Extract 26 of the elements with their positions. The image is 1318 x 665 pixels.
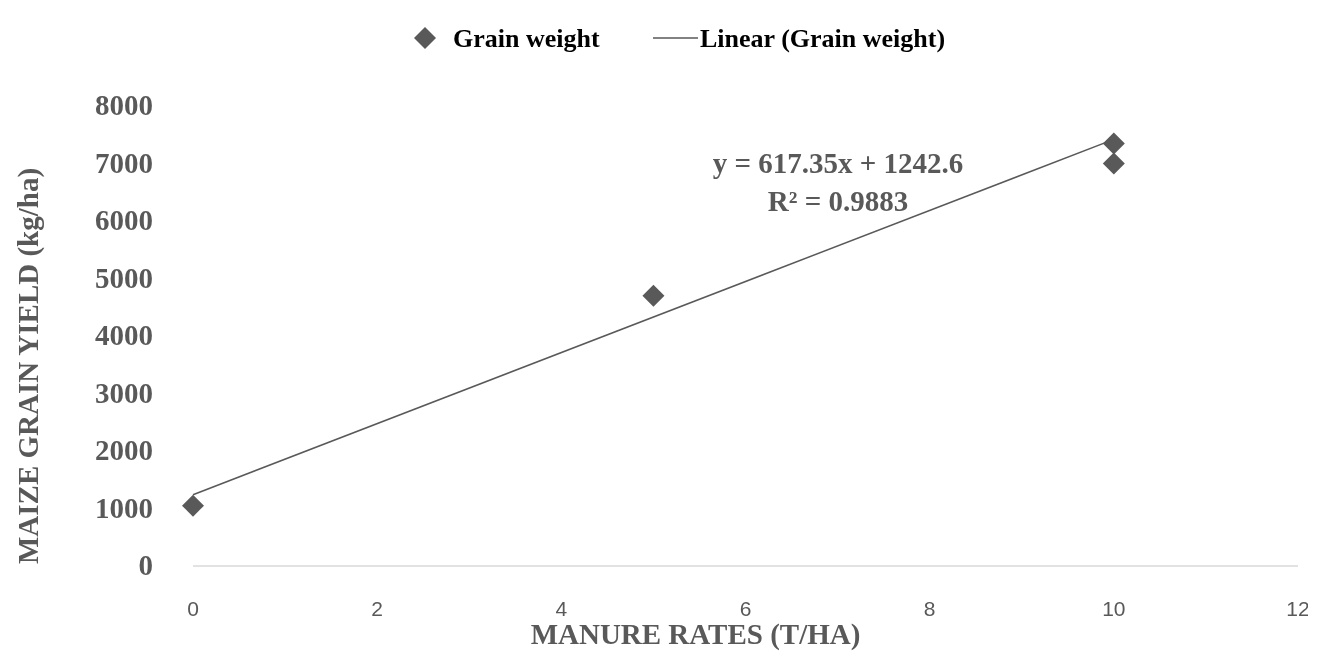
y-tick-label: 2000 bbox=[95, 434, 153, 466]
point bbox=[182, 494, 204, 517]
x-tick-label: 8 bbox=[923, 597, 936, 620]
y-tick-label: 1000 bbox=[95, 491, 153, 524]
point bbox=[1102, 152, 1125, 175]
y-tick-label: 4000 bbox=[95, 319, 153, 351]
x-tick-label: 12 bbox=[1286, 597, 1310, 620]
x-tick-label: 6 bbox=[739, 597, 752, 620]
legend-label: Grain weight bbox=[453, 24, 600, 53]
y-tick-label: 6000 bbox=[95, 204, 153, 236]
y-tick-label: 7000 bbox=[95, 146, 153, 179]
x-tick-label: 0 bbox=[187, 597, 199, 620]
y-axis-title: MAIZE GRAIN YIELD (kg/ha) bbox=[12, 167, 45, 565]
annotation: R² = 0.9883 bbox=[767, 185, 909, 217]
x-axis-title: MANURE RATES (T/HA) bbox=[530, 618, 861, 651]
x-tick-label: 10 bbox=[1102, 597, 1126, 620]
y-tick-label: 5000 bbox=[95, 261, 153, 294]
annotation: y = 617.35x + 1242.6 bbox=[712, 147, 964, 179]
legend-label: Linear (Grain weight) bbox=[700, 24, 946, 53]
y-tick-label: 8000 bbox=[95, 89, 153, 121]
point bbox=[1102, 132, 1125, 155]
point bbox=[642, 284, 665, 307]
x-tick-label: 2 bbox=[371, 597, 384, 620]
y-tick-label: 3000 bbox=[95, 376, 153, 409]
y-tick-label: 0 bbox=[138, 549, 153, 581]
x-tick-label: 4 bbox=[555, 597, 568, 620]
